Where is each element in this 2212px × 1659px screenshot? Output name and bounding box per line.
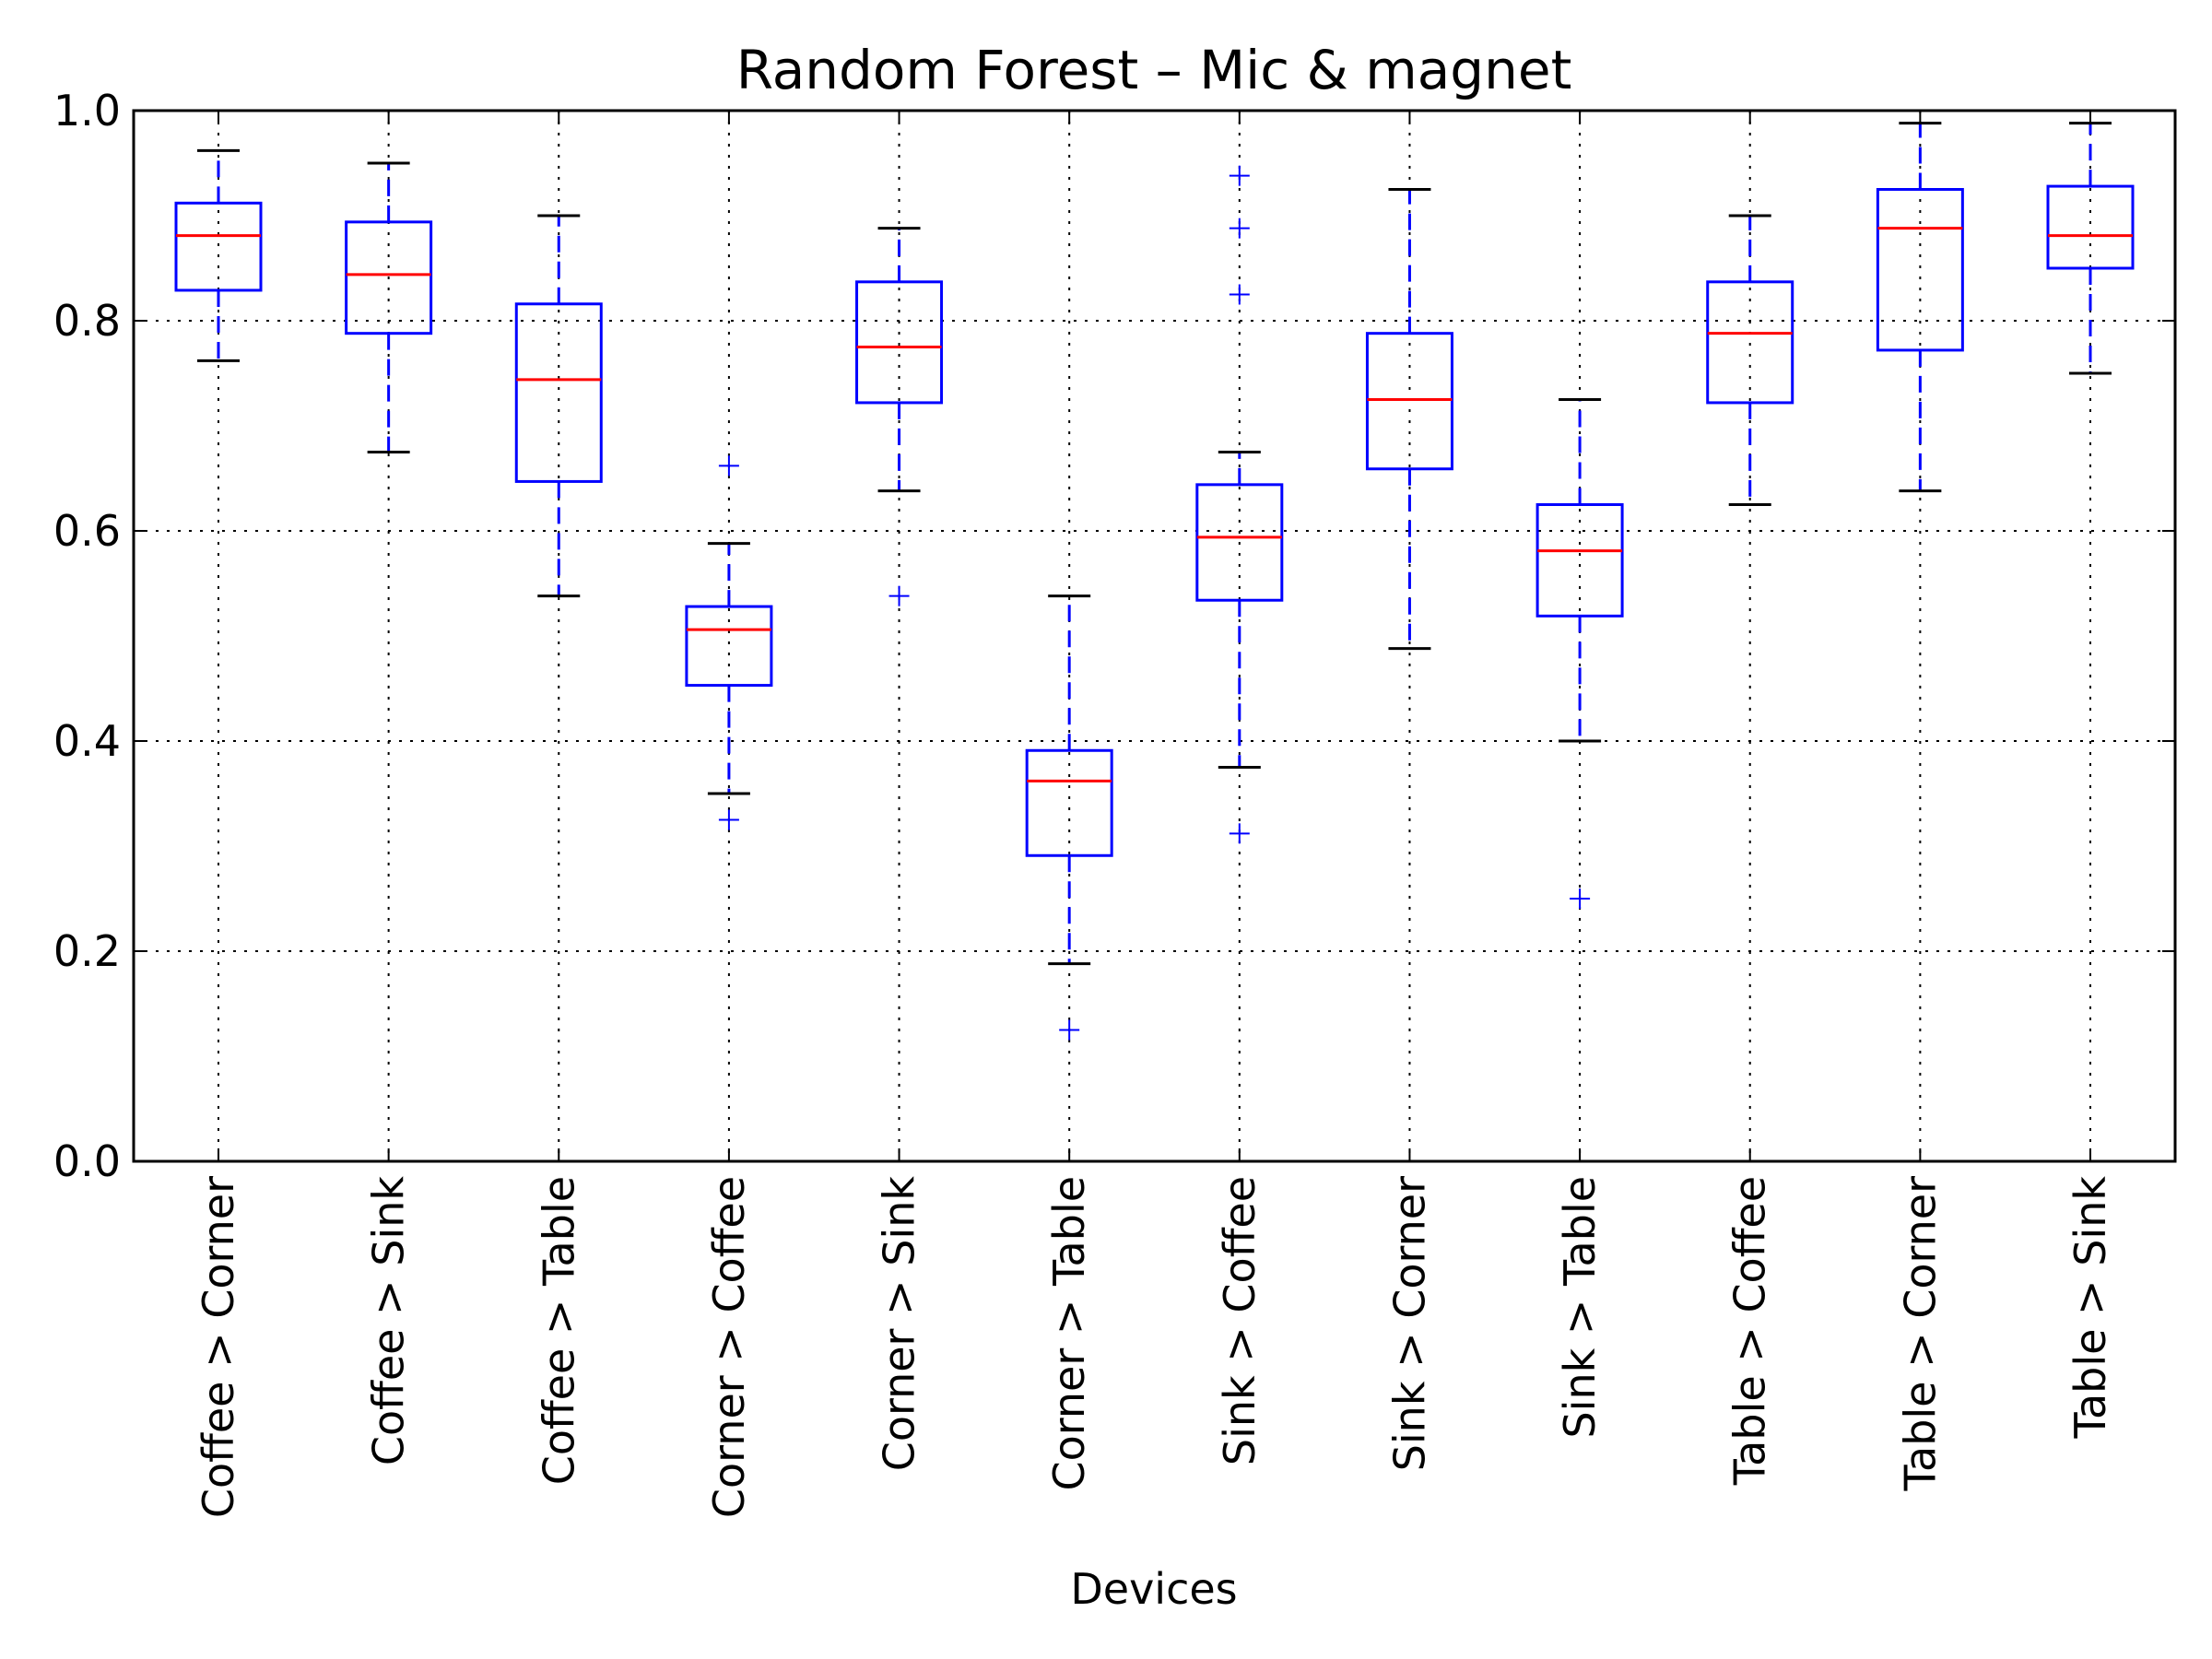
- x-tick-label: Table > Sink: [2065, 1176, 2115, 1440]
- x-tick-label: Coffee > Corner: [194, 1176, 243, 1518]
- box-iqr: [345, 220, 433, 335]
- y-tick-label: 0.2: [53, 926, 121, 976]
- box-coffee-corner: [174, 148, 263, 362]
- box-iqr: [2046, 184, 2135, 270]
- box-sink-table: [1535, 398, 1624, 909]
- box-table-sink: [2046, 122, 2135, 375]
- x-tick-label: Coffee > Sink: [364, 1176, 414, 1465]
- x-tick-label: Corner > Coffee: [704, 1176, 754, 1518]
- y-tick-label: 1.0: [53, 86, 121, 135]
- box-corner-table: [1025, 594, 1113, 1041]
- y-tick-label: 0.8: [53, 296, 121, 346]
- box-corner-coffee: [685, 455, 773, 830]
- x-tick-label: Table > Corner: [1895, 1176, 1945, 1492]
- box-sink-coffee: [1195, 165, 1284, 844]
- box-iqr: [855, 280, 944, 405]
- flier-point: [888, 585, 910, 606]
- box-coffee-sink: [345, 161, 433, 453]
- box-iqr: [1876, 188, 1964, 352]
- x-tick-label: Corner > Sink: [875, 1176, 924, 1472]
- y-tick-label: 0.6: [53, 506, 121, 556]
- flier-point: [1059, 1019, 1080, 1041]
- box-table-coffee: [1706, 214, 1794, 506]
- box-iqr: [1365, 332, 1453, 471]
- flier-point: [718, 455, 739, 477]
- flier-point: [1229, 284, 1250, 305]
- box-iqr: [685, 605, 773, 688]
- x-tick-label: Coffee > Table: [534, 1176, 583, 1485]
- x-tick-label: Table > Coffee: [1725, 1176, 1775, 1486]
- flier-point: [1229, 218, 1250, 239]
- box-coffee-table: [514, 214, 603, 598]
- x-axis-ticks: Coffee > Corner Coffee > Sink Coffee > Tab…: [194, 111, 2115, 1518]
- x-tick-label: Sink > Table: [1555, 1176, 1605, 1439]
- flier-point: [1229, 165, 1250, 186]
- box-iqr: [514, 302, 603, 483]
- chart-title: Random Forest – Mic & magnet: [736, 39, 1572, 101]
- x-tick-label: Sink > Corner: [1384, 1176, 1434, 1471]
- x-axis-label: Devices: [1070, 1564, 1237, 1614]
- box-iqr: [1706, 280, 1794, 405]
- plot-frame: [132, 109, 2177, 1163]
- flier-point: [718, 809, 739, 830]
- box-corner-sink: [855, 227, 944, 606]
- box-table-corner: [1876, 122, 1964, 493]
- y-tick-label: 0.4: [53, 716, 121, 766]
- box-sink-corner: [1365, 188, 1453, 651]
- x-tick-label: Sink > Coffee: [1215, 1176, 1265, 1465]
- flier-point: [1570, 888, 1591, 909]
- grid-lines: [134, 111, 2175, 1161]
- box-iqr: [1025, 748, 1113, 857]
- box-series: [174, 122, 2135, 1041]
- box-iqr: [1195, 483, 1284, 602]
- y-tick-label: 0.0: [53, 1136, 121, 1186]
- box-iqr: [1535, 503, 1624, 618]
- box-iqr: [174, 201, 263, 292]
- x-tick-label: Corner > Table: [1044, 1176, 1094, 1490]
- flier-point: [1229, 823, 1250, 844]
- y-axis-ticks: 0.0 0.2 0.4 0.6 0.8 1.0: [53, 86, 2175, 1186]
